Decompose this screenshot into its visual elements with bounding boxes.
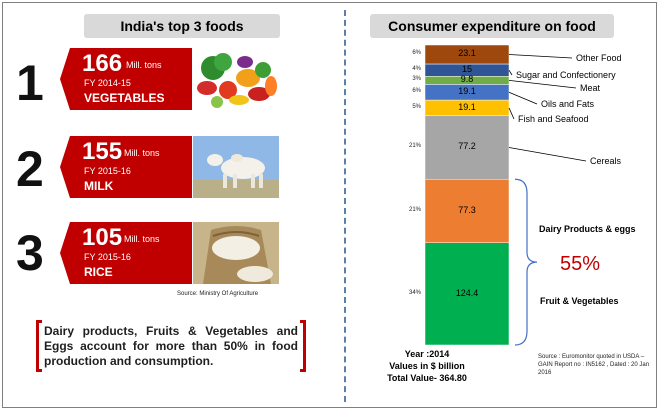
food-value: 105 <box>82 224 123 251</box>
rank-number: 2 <box>16 141 44 197</box>
category-label: Other Food <box>576 53 622 63</box>
chart-title: Consumer expenditure on food <box>370 14 614 38</box>
bracket-left <box>36 320 42 372</box>
callout-line <box>508 69 513 76</box>
left-panel-title: India's top 3 foods <box>84 14 280 38</box>
segment-share-label: 5% <box>412 103 421 110</box>
food-name: RICE <box>84 265 113 279</box>
food-year: FY 2015-16 <box>84 252 131 262</box>
food-year: FY 2014-15 <box>84 78 131 88</box>
bar-segment <box>424 115 510 180</box>
callout-line <box>508 91 538 105</box>
bar-segment <box>424 178 510 244</box>
group-brace <box>514 178 538 346</box>
chart-total: Total Value- 364.80 <box>387 373 467 383</box>
callout-line <box>508 54 573 59</box>
left-source: Source: Ministry Of Agriculture <box>177 291 259 297</box>
segment-value-label: 77.2 <box>458 141 476 152</box>
food-unit: Mill. tons <box>126 60 162 70</box>
segment-share-label: 3% <box>412 76 421 83</box>
cow-image <box>193 136 279 198</box>
callout-line <box>508 107 515 120</box>
segment-value-label: 23.1 <box>458 48 476 59</box>
segment-share-label: 34% <box>408 289 421 296</box>
food-unit: Mill. tons <box>124 148 160 158</box>
food-year: FY 2015-16 <box>84 166 131 176</box>
summary-note: Dairy products, Fruits & Vegetables and … <box>36 320 306 372</box>
combined-share: 55% <box>560 253 601 275</box>
segment-value-label: 124.4 <box>455 287 479 298</box>
bracket-right <box>300 320 306 372</box>
rice-sack-image <box>193 222 279 284</box>
category-label: Cereals <box>590 156 622 166</box>
food-card: 155 Mill. tons FY 2015-16 MILK <box>70 136 192 198</box>
segment-value-label: 19.1 <box>458 86 476 97</box>
callout-line <box>508 147 587 162</box>
vegetables-image <box>193 48 279 110</box>
group-label-dairy: Dairy Products & eggs <box>539 224 636 234</box>
segment-value-label: 19.1 <box>458 101 476 112</box>
summary-text: Dairy products, Fruits & Vegetables and … <box>44 324 298 368</box>
category-label: Fish and Seafood <box>518 114 589 124</box>
food-name: VEGETABLES <box>84 91 165 105</box>
rank-number: 1 <box>16 55 44 111</box>
right-source: Source : Euromonitor quoted in USDA – GA… <box>538 354 650 376</box>
food-name: MILK <box>84 179 114 193</box>
segment-value-label: 15 <box>461 64 472 75</box>
panel-divider <box>344 10 346 402</box>
segment-share-label: 6% <box>412 88 421 95</box>
chart-units: Values in $ billion <box>389 361 465 371</box>
category-label: Meat <box>580 83 601 93</box>
food-value: 155 <box>82 138 123 165</box>
group-label-fruit: Fruit & Vegetables <box>540 296 619 306</box>
category-label: Oils and Fats <box>541 99 595 109</box>
chart-footer: Year :2014 Values in $ billion Total Val… <box>362 348 492 384</box>
segment-share-label: 4% <box>412 66 421 73</box>
category-label: Sugar and Confectionery <box>516 70 616 80</box>
segment-value-label: 77.3 <box>458 204 476 215</box>
food-unit: Mill. tons <box>124 234 160 244</box>
chart-year: Year :2014 <box>404 349 450 359</box>
segment-share-label: 6% <box>412 50 421 57</box>
food-card: 105 Mill. tons FY 2015-16 RICE <box>70 222 192 284</box>
food-card: 166 Mill. tons FY 2014-15 VEGETABLES <box>70 48 192 110</box>
bar-segment <box>424 242 510 346</box>
callout-line <box>508 79 577 89</box>
food-value: 166 <box>82 50 123 77</box>
segment-share-label: 21% <box>408 206 421 213</box>
rank-number: 3 <box>16 225 44 281</box>
segment-share-label: 21% <box>408 143 421 150</box>
segment-value-label: 9.8 <box>460 74 474 85</box>
